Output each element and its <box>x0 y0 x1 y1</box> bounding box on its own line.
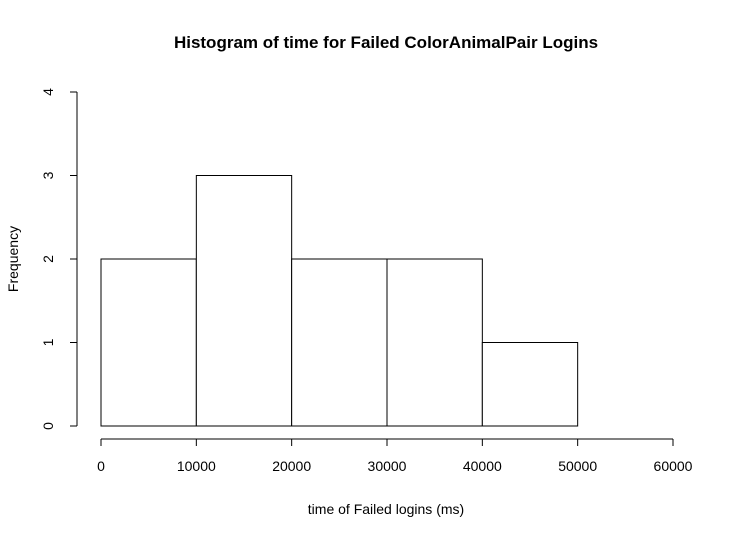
y-tick-label: 0 <box>40 422 56 430</box>
x-tick-label: 10000 <box>177 458 216 474</box>
y-tick-label: 2 <box>40 255 56 263</box>
histogram-bar <box>195 175 293 427</box>
x-tick-label: 50000 <box>558 458 597 474</box>
x-axis-label: time of Failed logins (ms) <box>308 501 464 517</box>
x-tick-label: 20000 <box>272 458 311 474</box>
x-tick-label: 40000 <box>463 458 502 474</box>
y-axis-label: Frequency <box>5 226 21 292</box>
x-tick-label: 0 <box>97 458 105 474</box>
y-axis: 0 1 2 3 4 <box>40 88 78 430</box>
x-tick-label: 30000 <box>368 458 407 474</box>
y-tick-label: 4 <box>40 88 56 96</box>
chart-title: Histogram of time for Failed ColorAnimal… <box>174 33 598 52</box>
histogram-bar <box>100 258 197 427</box>
x-tick-label: 60000 <box>654 458 693 474</box>
bars-group <box>100 175 579 427</box>
y-tick-label: 1 <box>40 338 56 346</box>
x-axis: 0 10000 20000 30000 40000 50000 60000 <box>97 438 693 474</box>
histogram-bar <box>481 342 579 427</box>
histogram-bar <box>291 258 388 427</box>
y-tick-label: 3 <box>40 171 56 179</box>
histogram-bar <box>386 258 483 427</box>
